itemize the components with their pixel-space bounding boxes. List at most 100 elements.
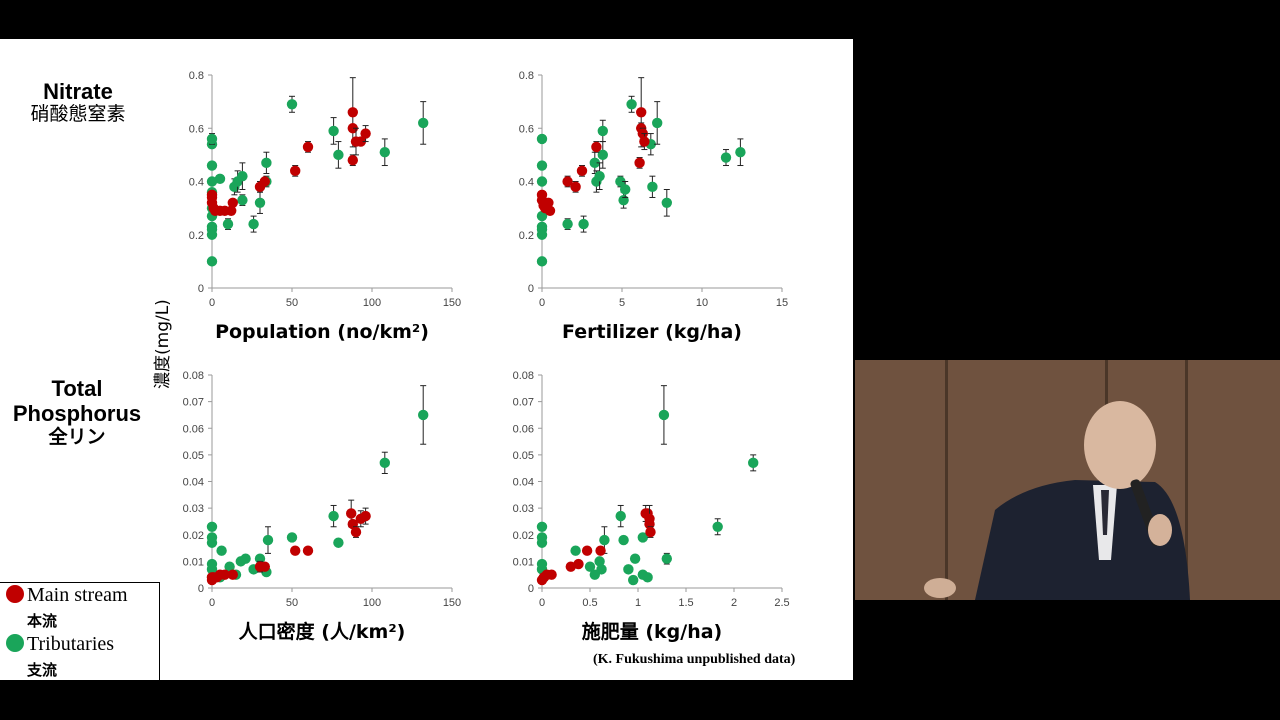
y-tick-label: 0.06 bbox=[183, 423, 204, 435]
data-point bbox=[328, 510, 339, 522]
speaker-other-hand bbox=[924, 578, 956, 598]
data-point bbox=[615, 510, 626, 522]
data-point bbox=[379, 457, 390, 469]
data-point bbox=[219, 569, 230, 580]
data-point bbox=[259, 561, 270, 572]
data-point bbox=[261, 157, 272, 169]
x-tick-label: 0 bbox=[209, 597, 215, 609]
legend-trib-dot bbox=[6, 634, 24, 652]
data-point bbox=[347, 123, 358, 134]
data-point bbox=[286, 99, 298, 110]
data-point bbox=[290, 545, 301, 556]
data-point bbox=[302, 141, 314, 153]
x-tick-label: 1.5 bbox=[678, 597, 693, 609]
data-point bbox=[639, 136, 650, 147]
data-point bbox=[562, 218, 573, 230]
speaker-video-frame bbox=[855, 360, 1280, 600]
data-point bbox=[224, 561, 235, 572]
data-point bbox=[629, 553, 641, 564]
x-axis-label: 施肥量 (kg/ha) bbox=[582, 620, 723, 643]
y-tick-label: 0.06 bbox=[513, 423, 534, 435]
data-point bbox=[536, 558, 548, 570]
y-tick-label: 0.01 bbox=[183, 556, 204, 568]
y-tick-label: 0.04 bbox=[513, 477, 534, 489]
data-point bbox=[594, 556, 605, 567]
data-point bbox=[206, 532, 218, 543]
data-point bbox=[333, 149, 344, 161]
data-point bbox=[227, 569, 238, 580]
phosphorus-row-label: Total Phosphorus 全リン bbox=[4, 376, 150, 448]
data-point bbox=[536, 133, 548, 145]
data-credit: (K. Fukushima unpublished data) bbox=[593, 652, 796, 667]
x-tick-label: 0 bbox=[209, 297, 215, 309]
data-point bbox=[599, 534, 610, 546]
phosphorus-population-chart: 0 0.01 0.02 0.03 0.04 0.05 0.06 0.07 0.08 0 50 100 1… bbox=[183, 370, 462, 643]
data-point bbox=[286, 532, 298, 543]
data-point bbox=[597, 125, 608, 137]
series-tributaries bbox=[206, 385, 429, 583]
y-tick-label: 0 bbox=[528, 583, 534, 595]
data-point bbox=[562, 176, 573, 187]
y-tick-label: 0.07 bbox=[513, 397, 534, 409]
data-point bbox=[333, 537, 344, 548]
data-point bbox=[302, 545, 314, 556]
phosphorus-title-jp: 全リン bbox=[48, 425, 106, 448]
data-point bbox=[620, 184, 631, 195]
y-tick-label: 0.03 bbox=[513, 503, 534, 515]
y-tick-label: 0.02 bbox=[183, 530, 204, 542]
speaker-tie bbox=[1101, 490, 1109, 535]
data-point bbox=[536, 256, 548, 267]
nitrate-row-label: Nitrate 硝酸態窒素 bbox=[20, 79, 136, 126]
legend-trib-sub: 支流 bbox=[27, 661, 58, 679]
series-main-stream bbox=[536, 504, 656, 586]
data-point bbox=[661, 197, 672, 208]
data-point bbox=[637, 532, 648, 543]
y-tick-label: 0.8 bbox=[189, 70, 204, 82]
x-tick-label: 15 bbox=[776, 297, 788, 309]
data-point bbox=[573, 558, 584, 570]
speaker-suit bbox=[975, 480, 1190, 600]
data-point bbox=[214, 173, 226, 185]
x-tick-label: 50 bbox=[286, 297, 298, 309]
y-tick-label: 0.4 bbox=[519, 177, 534, 189]
data-point bbox=[594, 170, 605, 182]
data-point bbox=[647, 181, 658, 193]
data-point bbox=[254, 197, 266, 208]
x-tick-label: 100 bbox=[363, 597, 381, 609]
legend: Main stream 本流 Tributaries 支流 bbox=[0, 582, 160, 680]
data-point bbox=[589, 157, 600, 169]
y-tick-label: 0.07 bbox=[183, 397, 204, 409]
x-tick-label: 0.5 bbox=[582, 597, 597, 609]
legend-main-sub: 本流 bbox=[27, 612, 58, 630]
data-point bbox=[570, 545, 581, 556]
data-point bbox=[618, 534, 629, 546]
data-point bbox=[634, 157, 645, 169]
nitrate-fertilizer-chart: 0 0.2 0.4 0.6 0.8 0 5 10 15 Fertilizer (kg/ha) bbox=[519, 70, 788, 343]
data-point bbox=[248, 218, 259, 230]
data-point bbox=[360, 510, 371, 522]
speaker-video bbox=[855, 360, 1280, 600]
data-point bbox=[661, 553, 672, 564]
series-tributaries bbox=[536, 385, 759, 586]
y-tick-label: 0.03 bbox=[183, 503, 204, 515]
phosphorus-title-2: Phosphorus bbox=[12, 401, 142, 427]
data-point bbox=[636, 107, 647, 118]
slide: Nitrate 硝酸態窒素 Total Phosphorus 全リン 濃度(mg… bbox=[0, 39, 853, 680]
data-point bbox=[262, 534, 274, 546]
data-point bbox=[546, 569, 557, 580]
data-point bbox=[206, 160, 218, 171]
x-tick-label: 1 bbox=[635, 597, 641, 609]
legend-main-label: Main stream bbox=[27, 584, 128, 606]
data-point bbox=[206, 176, 218, 187]
x-tick-label: 50 bbox=[286, 597, 298, 609]
x-tick-label: 2 bbox=[731, 597, 737, 609]
legend-main-stream: Main stream bbox=[6, 584, 128, 607]
x-tick-label: 100 bbox=[363, 297, 381, 309]
data-point bbox=[570, 181, 581, 193]
series-tributaries bbox=[536, 95, 746, 267]
data-point bbox=[544, 205, 556, 216]
speaker-hand bbox=[1148, 514, 1172, 546]
y-tick-label: 0.2 bbox=[519, 230, 534, 242]
data-point bbox=[652, 117, 663, 129]
data-point bbox=[628, 574, 639, 586]
